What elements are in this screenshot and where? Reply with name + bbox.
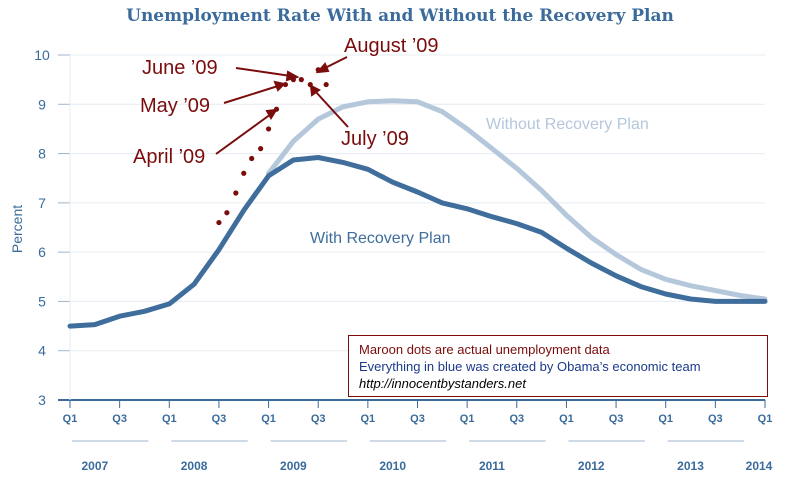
year-label: 2008 (181, 459, 208, 473)
quarter-tick-label: Q1 (361, 413, 376, 425)
y-tick-label: 3 (38, 392, 46, 408)
quarter-tick-label: Q3 (212, 413, 227, 425)
arrow-june-head (285, 70, 300, 82)
quarter-tick-label: Q3 (410, 413, 425, 425)
without-plan-line (266, 98, 768, 302)
actual-data-dot (233, 190, 239, 196)
year-label: 2010 (379, 459, 406, 473)
arrow-may (223, 85, 279, 104)
year-label: 2007 (81, 459, 108, 473)
arrow-july (314, 90, 349, 128)
year-label: 2014 (746, 459, 773, 473)
annotations: August ’09 June ’09 May ’09 July ’09 Apr… (133, 35, 439, 168)
actual-data-dots (216, 67, 329, 226)
y-tick-label: 5 (38, 293, 46, 309)
year-label: 2012 (578, 459, 605, 473)
actual-data-dot (265, 126, 272, 132)
with-plan-line (67, 155, 768, 329)
arrow-june (235, 67, 292, 77)
y-tick-label: 10 (34, 47, 50, 63)
gridlines (58, 54, 765, 401)
y-tick-label: 7 (38, 195, 46, 211)
quarter-tick-label: Q3 (311, 413, 326, 425)
arrow-april (215, 113, 272, 155)
actual-data-dot (249, 155, 255, 162)
quarter-tick-label: Q3 (509, 413, 524, 425)
quarter-tick-label: Q1 (261, 413, 276, 425)
arrow-april-head (265, 108, 278, 120)
quarter-tick-label: Q1 (460, 413, 475, 425)
annotation-july: July ’09 (341, 128, 409, 150)
y-tick-label: 8 (38, 146, 46, 162)
quarter-tick-label: Q1 (758, 413, 773, 425)
actual-data-dot (298, 77, 304, 83)
y-tick-label: 9 (38, 96, 46, 112)
quarter-tick-label: Q3 (112, 413, 127, 425)
arrow-july-head (309, 84, 321, 97)
y-tick-label: 6 (38, 244, 46, 260)
quarter-tick-label: Q1 (162, 413, 177, 425)
y-ticks: 3 4 5 6 7 8 9 10 (34, 47, 50, 408)
annotation-june: June ’09 (142, 57, 218, 79)
chart-title: Unemployment Rate With and Without the R… (126, 6, 674, 26)
y-axis-label: Percent (9, 205, 25, 253)
source-note-box: Maroon dots are actual unemployment data… (348, 335, 768, 397)
actual-data-dot (241, 170, 247, 176)
quarter-tick-label: Q1 (63, 413, 78, 425)
annotation-august: August ’09 (344, 35, 439, 57)
actual-data-dot (323, 81, 329, 88)
quarter-tick-label: Q3 (708, 413, 723, 425)
annotation-april: April ’09 (133, 146, 205, 168)
actual-data-dot (216, 219, 222, 226)
without-plan-label: Without Recovery Plan (486, 116, 649, 133)
with-plan-label: With Recovery Plan (310, 230, 451, 247)
quarter-tick-label: Q1 (658, 413, 673, 425)
arrow-may-head (273, 80, 286, 92)
year-label: 2013 (677, 459, 704, 473)
series-lines (67, 98, 768, 329)
x-axis: Q1 Q3 Q1 Q3 Q1 Q3 Q1 Q3 Q1 Q3 Q1 Q3 Q1 Q3 Q1 2007 2008 20… (63, 400, 773, 473)
actual-data-dot (224, 210, 230, 216)
quarter-tick-label: Q1 (559, 413, 574, 425)
quarter-tick-label: Q3 (609, 413, 624, 425)
actual-data-dot (258, 146, 264, 152)
arrow-august-head (315, 62, 330, 74)
note-line-url: http://innocentbystanders.net (359, 376, 526, 391)
note-line-maroon: Maroon dots are actual unemployment data (359, 342, 610, 357)
y-tick-label: 4 (38, 343, 46, 359)
annotation-may: May ’09 (140, 95, 210, 117)
year-label: 2009 (280, 459, 307, 473)
year-label: 2011 (479, 459, 505, 473)
note-line-blue: Everything in blue was created by Obama’… (359, 359, 701, 374)
